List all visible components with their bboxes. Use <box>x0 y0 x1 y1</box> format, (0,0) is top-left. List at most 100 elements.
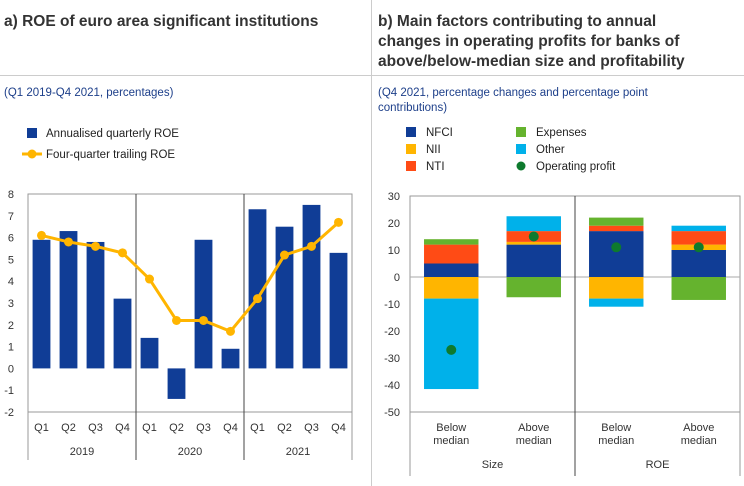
panel-b-subtitle: (Q4 2021, percentage changes and percent… <box>378 86 648 116</box>
x-tick-label: Q3 <box>88 422 103 434</box>
roe-bar <box>167 368 186 399</box>
y-tick-label: 4 <box>8 276 14 288</box>
legend-swatch-marker <box>27 149 37 159</box>
y-tick-label: 6 <box>8 233 14 245</box>
legend-label: Four-quarter trailing ROE <box>46 149 175 161</box>
bar-segment-expenses <box>671 277 726 300</box>
legend-swatch-dot <box>516 161 526 171</box>
legend-swatch <box>516 127 526 137</box>
x-tick-label: Q3 <box>196 422 211 434</box>
x-tick-label: Above <box>683 422 714 434</box>
x-tick-label: median <box>598 435 634 447</box>
y-tick-label: -50 <box>384 407 400 419</box>
operating-profit-dot <box>528 231 539 242</box>
trailing-roe-point <box>253 294 262 304</box>
legend-swatch <box>406 127 416 137</box>
vertical-divider <box>371 0 372 486</box>
y-tick-label: -20 <box>384 326 400 338</box>
roe-bar <box>275 226 294 369</box>
roe-bar <box>194 239 213 369</box>
trailing-roe-point <box>37 230 46 240</box>
panel-a-title: a) ROE of euro area significant institut… <box>4 13 319 30</box>
legend-swatch <box>406 161 416 171</box>
bar-segment-nfci <box>671 250 726 277</box>
legend-label: NTI <box>426 161 445 173</box>
panel-b-subtitle-line: (Q4 2021, percentage changes and percent… <box>378 87 648 99</box>
legend-label: Other <box>536 144 565 156</box>
bar-segment-other <box>589 298 644 307</box>
trailing-roe-point <box>118 248 127 258</box>
y-tick-label: 8 <box>8 189 14 201</box>
x-tick-label: Q2 <box>277 422 292 434</box>
trailing-roe-point <box>307 241 316 251</box>
roe-bar <box>221 348 240 369</box>
legend-label: NII <box>426 144 441 156</box>
trailing-roe-point <box>199 315 208 325</box>
bar-segment-nfci <box>506 244 561 277</box>
trailing-roe-point <box>91 241 100 251</box>
y-tick-label: -10 <box>384 299 400 311</box>
x-tick-label: median <box>516 435 552 447</box>
panel-b-title-line: above/below-median size and profitabilit… <box>378 53 685 70</box>
x-tick-label: Below <box>436 422 466 434</box>
trailing-roe-point <box>226 326 235 336</box>
trailing-roe-point <box>145 274 154 284</box>
roe-bar <box>86 241 105 369</box>
legend-label: NFCI <box>426 127 453 139</box>
roe-bar <box>329 252 348 369</box>
y-tick-label: 20 <box>388 218 400 230</box>
panel-b-title-line: b) Main factors contributing to annual <box>378 13 657 30</box>
bar-segment-other <box>506 216 561 232</box>
bar-segment-expenses <box>506 277 561 298</box>
group-label: Size <box>482 459 503 471</box>
roe-bar <box>302 204 321 369</box>
year-label: 2019 <box>70 446 94 458</box>
bar-segment-nii <box>589 277 644 299</box>
bar-segment-other <box>671 225 726 232</box>
trailing-roe-point <box>280 250 289 260</box>
bar-segment-nti <box>589 225 644 232</box>
x-tick-label: median <box>681 435 717 447</box>
x-tick-label: Q1 <box>142 422 157 434</box>
x-tick-label: Q2 <box>61 422 76 434</box>
roe-chart: Annualised quarterly ROE Four-quarter tra… <box>4 128 353 460</box>
x-tick-label: Q4 <box>223 422 238 434</box>
trailing-roe-line <box>41 221 340 333</box>
plot-frame <box>27 193 353 413</box>
x-tick-label: median <box>433 435 469 447</box>
legend-swatch <box>406 144 416 154</box>
y-tick-label: 2 <box>8 320 14 332</box>
bar-segment-nti <box>671 231 726 245</box>
trailing-roe-point <box>64 237 73 247</box>
roe-bar <box>248 209 267 369</box>
legend-swatch-bar <box>27 128 37 138</box>
roe-bar <box>59 231 78 369</box>
y-tick-label: 7 <box>8 211 14 223</box>
group-label: ROE <box>646 459 670 471</box>
operating-profit-dot <box>611 242 622 253</box>
bar-segment-nii <box>506 241 561 245</box>
y-tick-label: 10 <box>388 245 400 257</box>
bar-segment-nii <box>424 277 479 299</box>
y-tick-label: 0 <box>8 363 14 375</box>
roe-bar <box>140 337 159 369</box>
y-tick-label: -30 <box>384 353 400 365</box>
x-tick-label: Q2 <box>169 422 184 434</box>
bar-segment-expenses <box>589 217 644 226</box>
roe-bar <box>113 298 132 369</box>
bar-segment-nfci <box>589 231 644 277</box>
panel-a-subtitle: (Q1 2019-Q4 2021, percentages) <box>4 87 174 99</box>
x-tick-label: Q4 <box>331 422 346 434</box>
operating-profit-dot <box>446 344 457 355</box>
legend-swatch <box>516 144 526 154</box>
trailing-roe-point <box>172 315 181 325</box>
bar-segment-nfci <box>424 263 479 277</box>
y-tick-label: 1 <box>8 342 14 354</box>
x-tick-label: Q1 <box>34 422 49 434</box>
y-tick-label: -2 <box>4 407 14 419</box>
year-label: 2021 <box>286 446 310 458</box>
x-tick-label: Q3 <box>304 422 319 434</box>
x-tick-label: Above <box>518 422 549 434</box>
operating-profit-factors-chart: NFCI Expenses NII Other NTI Operating profit 3… <box>384 127 741 476</box>
x-tick-label: Q4 <box>115 422 130 434</box>
